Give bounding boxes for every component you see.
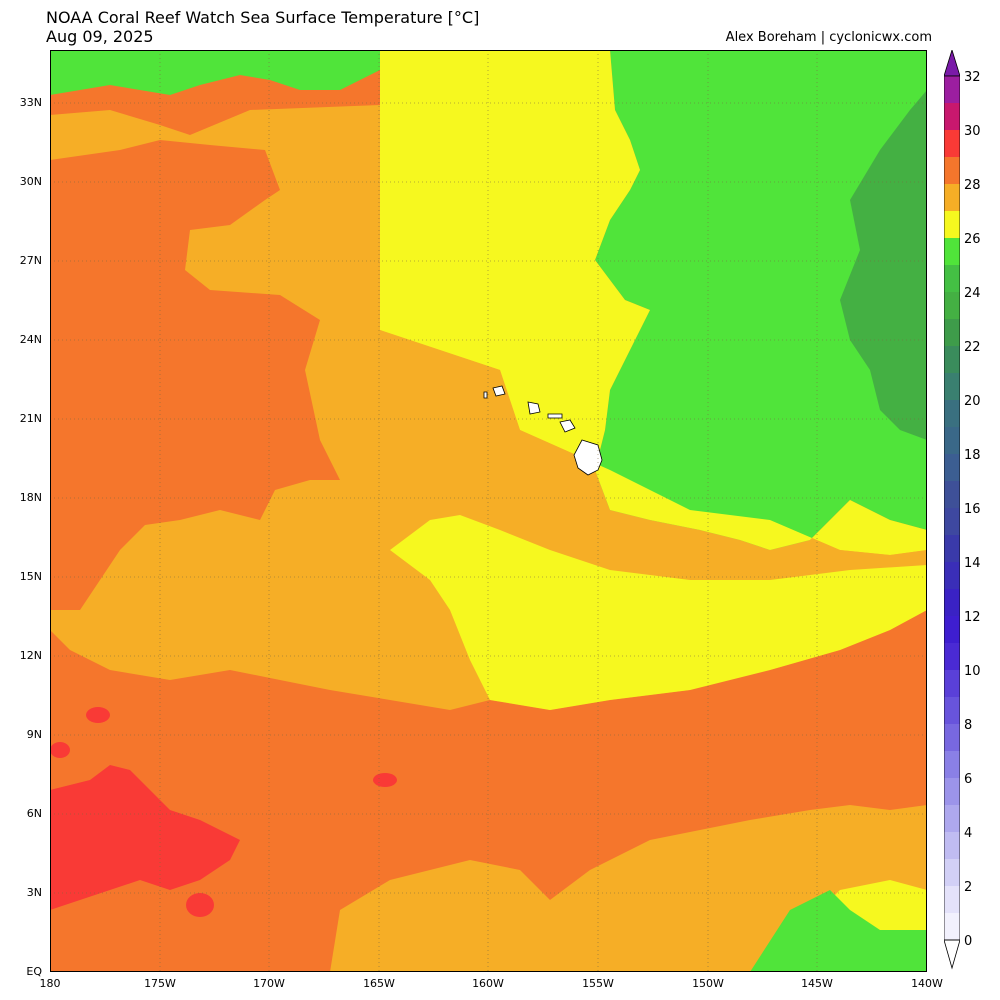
- lat-label-18n: 18N: [19, 491, 42, 504]
- map-date: Aug 09, 2025: [46, 27, 154, 46]
- sst-region-24-26-southeast: [750, 890, 927, 972]
- lat-label-30n: 30N: [19, 175, 42, 188]
- colorbar-label-8: 8: [964, 718, 973, 733]
- sst-region-22-24-core: [840, 90, 927, 440]
- island-maui: [559, 419, 576, 433]
- sst-region-26-27-central: [380, 50, 927, 555]
- colorbar-label-12: 12: [964, 610, 981, 625]
- sst-patch-29-30-b: [186, 893, 214, 917]
- colorbar-label-24: 24: [964, 286, 981, 301]
- lon-label-145w: 145W: [801, 977, 833, 990]
- colorbar-label-14: 14: [964, 556, 981, 571]
- colorbar-label-0: 0: [964, 934, 973, 949]
- lon-label-160w: 160W: [472, 977, 504, 990]
- lat-label-12n: 12N: [19, 649, 42, 662]
- sst-region-24-26-northwest: [50, 50, 380, 95]
- colorbar: [944, 50, 960, 970]
- sst-patch-29-30-d: [50, 742, 70, 758]
- island-oahu: [527, 401, 541, 415]
- colorbar-label-22: 22: [964, 340, 981, 355]
- lon-label-170w: 170W: [253, 977, 285, 990]
- lat-label-15n: 15N: [19, 570, 42, 583]
- credit-text: Alex Boreham | cyclonicwx.com: [725, 30, 932, 45]
- colorbar-label-30: 30: [964, 124, 981, 139]
- lon-label-150w: 150W: [692, 977, 724, 990]
- island-hawaii: [573, 439, 603, 476]
- lon-label-165w: 165W: [363, 977, 395, 990]
- island-molokai: [547, 413, 563, 419]
- sst-region-29-30-southwest: [50, 765, 240, 910]
- lat-label-27n: 27N: [19, 254, 42, 267]
- sst-patch-29-30-c: [373, 773, 397, 787]
- gridlines: [50, 50, 927, 972]
- lat-label-24n: 24N: [19, 333, 42, 346]
- lat-label-21n: 21N: [19, 412, 42, 425]
- sst-region-24-26-east: [595, 50, 927, 550]
- lat-label-eq: EQ: [26, 965, 42, 978]
- sst-map-canvas: [50, 50, 927, 972]
- colorbar-label-4: 4: [964, 826, 973, 841]
- colorbar-label-32: 32: [964, 70, 981, 85]
- island-niihau: [483, 391, 488, 399]
- sst-region-28-29-west: [50, 140, 340, 610]
- lon-label-180: 180: [39, 977, 61, 990]
- sst-region-26-27-south: [390, 515, 927, 710]
- lat-label-9n: 9N: [26, 728, 42, 741]
- colorbar-label-16: 16: [964, 502, 981, 517]
- island-kauai: [492, 385, 506, 397]
- colorbar-label-6: 6: [964, 772, 973, 787]
- lon-label-175w: 175W: [144, 977, 176, 990]
- colorbar-label-20: 20: [964, 394, 981, 409]
- colorbar-label-28: 28: [964, 178, 981, 193]
- colorbar-label-18: 18: [964, 448, 981, 463]
- hawaii-islands: [483, 385, 603, 476]
- sst-map: [50, 50, 927, 972]
- map-title: NOAA Coral Reef Watch Sea Surface Temper…: [46, 8, 480, 27]
- lat-label-3n: 3N: [26, 886, 42, 899]
- colorbar-label-10: 10: [964, 664, 981, 679]
- lat-label-6n: 6N: [26, 807, 42, 820]
- lon-label-140w: 140W: [911, 977, 943, 990]
- colorbar-label-26: 26: [964, 232, 981, 247]
- colorbar-label-2: 2: [964, 880, 973, 895]
- lon-label-155w: 155W: [582, 977, 614, 990]
- sst-patch-29-30-a: [86, 707, 110, 723]
- lat-label-33n: 33N: [19, 96, 42, 109]
- map-frame: [50, 50, 927, 972]
